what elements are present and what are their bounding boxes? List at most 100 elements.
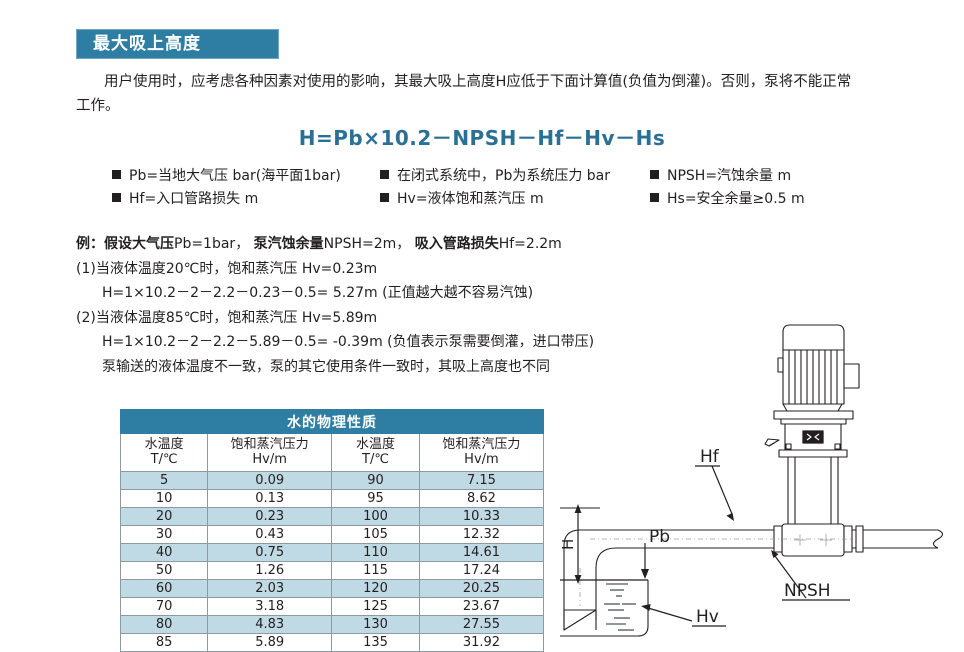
legend-item-closed-system: 在闭式系统中，Pb为系统压力 bar (380, 165, 650, 185)
table-cell: 40 (119, 543, 209, 562)
column-header-temp-2: 水温度 T/℃ (331, 433, 420, 472)
table-cell: 14.61 (418, 543, 545, 562)
table-cell: 115 (331, 561, 420, 580)
dimension-h (560, 504, 600, 584)
table-cell: 27.55 (418, 615, 545, 634)
table-cell: 135 (331, 633, 420, 652)
example-case1-calc: H=1×10.2－2－2.2－0.23－0.5= 5.27m (正值越大越不容易… (102, 285, 534, 301)
column-header-line2: Hv/m (252, 452, 287, 467)
table-cell: 85 (119, 633, 209, 652)
table-cell: 30 (119, 525, 209, 544)
table-cell: 100 (331, 507, 420, 526)
table-cell: 0.09 (207, 471, 333, 490)
table-cell: 0.43 (207, 525, 333, 544)
table-cell: 1.26 (207, 561, 333, 580)
table-cell: 130 (331, 615, 420, 634)
table-cell: 5 (119, 471, 209, 490)
legend-row: Hf=入口管路损失 m Hv=液体饱和蒸汽压 m Hs=安全余量≥0.5 m (112, 186, 902, 209)
example-assume-npsh-value: NPSH=2m， (323, 236, 411, 252)
example-assume-pb-value: Pb=1bar， (174, 236, 250, 252)
legend-item-hf: Hf=入口管路损失 m (112, 188, 380, 208)
example-case2-title: (2)当液体温度85℃时，饱和蒸汽压 Hv=5.89m (76, 309, 378, 326)
legend-item-label: NPSH=汽蚀余量 m (667, 167, 792, 184)
table-row: 85 5.89 135 31.92 (119, 633, 545, 652)
table-cell: 3.18 (207, 597, 333, 616)
diagram-label-pb: Pb (649, 527, 670, 547)
motor-stool (764, 410, 854, 458)
diagram-label-npsh: NPSH (784, 581, 831, 601)
pump-system-diagram: Hf Pb NPSH Hv H (560, 318, 964, 638)
example-note: 泵输送的液体温度不一致，泵的其它使用条件一致时，其吸上高度也不同 (102, 358, 550, 375)
section-heading-banner: 最大吸上高度 (76, 29, 279, 59)
table-row: 10 0.13 95 8.62 (119, 489, 545, 508)
table-cell: 23.67 (418, 597, 545, 616)
table-cell: 50 (119, 561, 209, 580)
leader-hv (641, 604, 726, 627)
suction-tank (560, 579, 649, 637)
table-row: 5 0.09 90 7.15 (119, 471, 545, 490)
example-case2-calc: H=1×10.2－2－2.2－5.89－0.5= -0.39m (负值表示泵需要… (102, 334, 595, 350)
table-cell: 90 (331, 471, 420, 490)
bullet-square-icon (380, 170, 389, 179)
table-cell: 12.32 (418, 525, 545, 544)
legend-item-hv: Hv=液体饱和蒸汽压 m (380, 188, 650, 208)
legend-item-label: Hs=安全余量≥0.5 m (667, 190, 805, 207)
column-header-line1: 水温度 (144, 437, 184, 452)
table-row: 40 0.75 110 14.61 (119, 543, 545, 562)
table-cell: 10 (119, 489, 209, 508)
table-cell: 0.13 (207, 489, 333, 508)
column-header-temp-1: 水温度 T/℃ (119, 433, 209, 472)
example-block: 例：假设大气压Pb=1bar， 泵汽蚀余量NPSH=2m， 吸入管路损失Hf=2… (76, 232, 696, 379)
example-assume-hf-value: Hf=2.2m (498, 236, 562, 252)
table-row: 80 4.83 130 27.55 (119, 615, 545, 634)
water-properties-table: 水的物理性质 水温度 T/℃ 饱和蒸汽压力 Hv/m 水温度 T/℃ 饱和蒸汽压… (119, 409, 545, 652)
example-label: 例： (76, 236, 104, 252)
bullet-square-icon (380, 193, 389, 202)
column-header-line2: Hv/m (464, 452, 499, 467)
legend-item-npsh: NPSH=汽蚀余量 m (650, 165, 900, 185)
diagram-label-hf: Hf (700, 447, 720, 467)
table-cell: 8.62 (418, 489, 545, 508)
bullet-square-icon (650, 193, 659, 202)
table-cell: 17.24 (418, 561, 545, 580)
example-case1-title: (1)当液体温度20℃时，饱和蒸汽压 Hv=0.23m (76, 260, 378, 277)
table-cell: 70 (119, 597, 209, 616)
example-assumptions: 例：假设大气压Pb=1bar， 泵汽蚀余量NPSH=2m， 吸入管路损失Hf=2… (76, 232, 696, 257)
table-header-row: 水温度 T/℃ 饱和蒸汽压力 Hv/m 水温度 T/℃ 饱和蒸汽压力 Hv/m (119, 433, 545, 472)
column-header-hv-1: 饱和蒸汽压力 Hv/m (207, 433, 333, 472)
table-cell: 95 (331, 489, 420, 508)
main-formula: H=Pb×10.2－NPSH－Hf－Hv－Hs (298, 126, 666, 150)
legend-row: Pb=当地大气压 bar(海平面1bar) 在闭式系统中，Pb为系统压力 bar… (112, 163, 902, 186)
legend-item-hs: Hs=安全余量≥0.5 m (650, 188, 900, 208)
section-heading-text: 最大吸上高度 (93, 33, 201, 54)
motor-assembly (777, 324, 860, 412)
legend-item-label: 在闭式系统中，Pb为系统压力 bar (397, 167, 611, 184)
table-cell: 105 (331, 525, 420, 544)
page-root: 最大吸上高度 用户使用时，应考虑各种因素对使用的影响，其最大吸上高度H应低于下面… (76, 29, 964, 652)
table-cell: 7.15 (418, 471, 545, 490)
intro-line-2: 工作。 (76, 98, 120, 114)
legend-item-pb: Pb=当地大气压 bar(海平面1bar) (112, 165, 380, 185)
table-body: 5 0.09 90 7.15 10 0.13 95 8.62 20 0.23 100 10.33 30 0… (119, 471, 545, 652)
table-cell: 20 (119, 507, 209, 526)
diagram-label-hv: Hv (696, 607, 719, 627)
example-assume-npsh-label: 泵汽蚀余量 (253, 236, 324, 252)
leader-pb (641, 543, 649, 579)
table-cell: 4.83 (207, 615, 333, 634)
legend-item-label: Hv=液体饱和蒸汽压 m (397, 190, 544, 207)
legend-list: Pb=当地大气压 bar(海平面1bar) 在闭式系统中，Pb为系统压力 bar… (112, 163, 902, 209)
table-row: 50 1.26 115 17.24 (119, 561, 545, 580)
column-header-line1: 饱和蒸汽压力 (230, 437, 309, 452)
table-cell: 10.33 (418, 507, 545, 526)
table-row: 30 0.43 105 12.32 (119, 525, 545, 544)
pump-base-housing (773, 523, 853, 557)
table-cell: 5.89 (207, 633, 333, 652)
table-cell: 60 (119, 579, 209, 598)
table-cell: 80 (119, 615, 209, 634)
foot-valve (563, 609, 597, 631)
intro-paragraph: 用户使用时，应考虑各种因素对使用的影响，其最大吸上高度H应低于下面计算值(负值为… (76, 70, 922, 118)
table-cell: 0.75 (207, 543, 333, 562)
example-assume-hf-label: 吸入管路损失 (414, 236, 499, 252)
table-cell: 120 (331, 579, 420, 598)
table-cell: 125 (331, 597, 420, 616)
